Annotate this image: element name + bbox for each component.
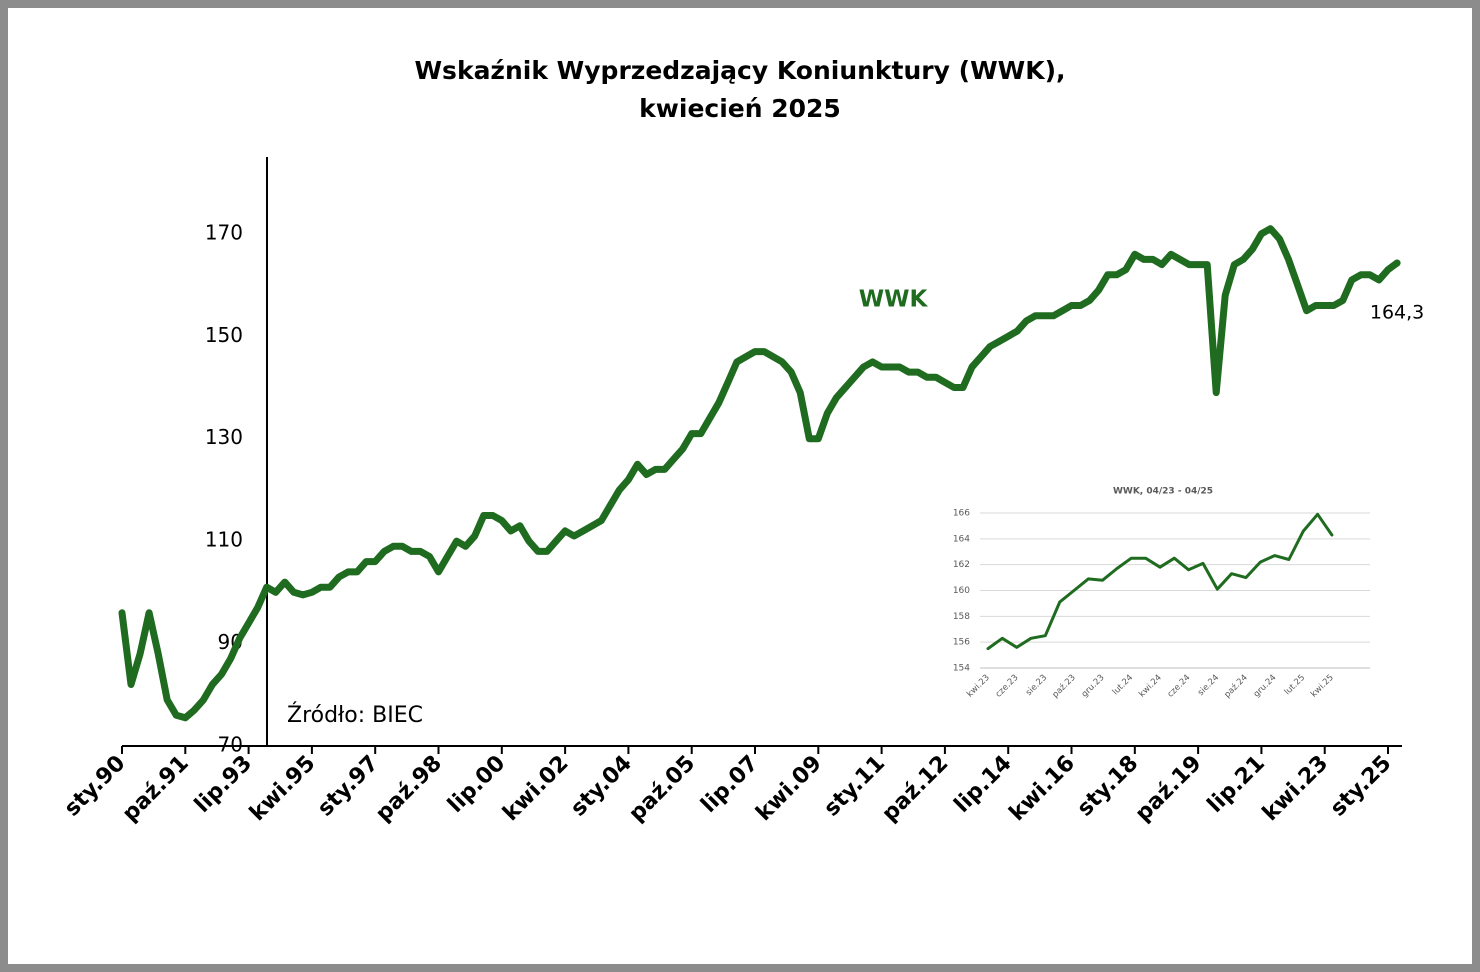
data-label: 164,3 <box>1370 302 1424 324</box>
y-tick-label: 160 <box>953 586 970 596</box>
y-tick-label: 156 <box>953 638 970 648</box>
y-tick-label: 150 <box>205 323 243 347</box>
y-tick-label: 166 <box>953 509 970 519</box>
y-tick-label: 110 <box>205 528 243 552</box>
y-tick-label: 130 <box>205 425 243 449</box>
series-label: WWK <box>859 287 929 313</box>
y-tick-label: 162 <box>953 560 970 570</box>
chart-title: Wskaźnik Wyprzedzający Koniunktury (WWK)… <box>414 56 1065 85</box>
y-tick-label: 154 <box>953 664 970 674</box>
inset-title: WWK, 04/23 - 04/25 <box>1113 487 1213 497</box>
y-tick-label: 158 <box>953 612 970 622</box>
y-tick-label: 164 <box>953 534 970 544</box>
y-tick-label: 170 <box>205 220 243 244</box>
line <box>118 225 1401 722</box>
line <box>986 512 1334 651</box>
chart-title: kwiecień 2025 <box>639 94 841 123</box>
y-tick-label: 70 <box>218 733 243 757</box>
source: Źródło: BIEC <box>287 702 423 728</box>
